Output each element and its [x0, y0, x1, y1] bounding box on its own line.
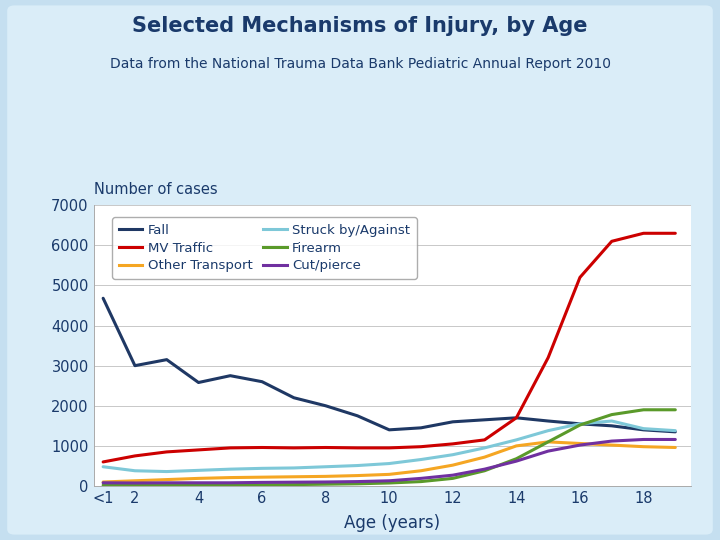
Legend: Fall, MV Traffic, Other Transport, Struck by/Against, Firearm, Cut/pierce: Fall, MV Traffic, Other Transport, Struc… — [112, 218, 417, 279]
Text: Number of cases: Number of cases — [94, 182, 217, 197]
Text: Data from the National Trauma Data Bank Pediatric Annual Report 2010: Data from the National Trauma Data Bank … — [109, 57, 611, 71]
X-axis label: Age (years): Age (years) — [344, 514, 441, 532]
Text: Selected Mechanisms of Injury, by Age: Selected Mechanisms of Injury, by Age — [132, 16, 588, 36]
